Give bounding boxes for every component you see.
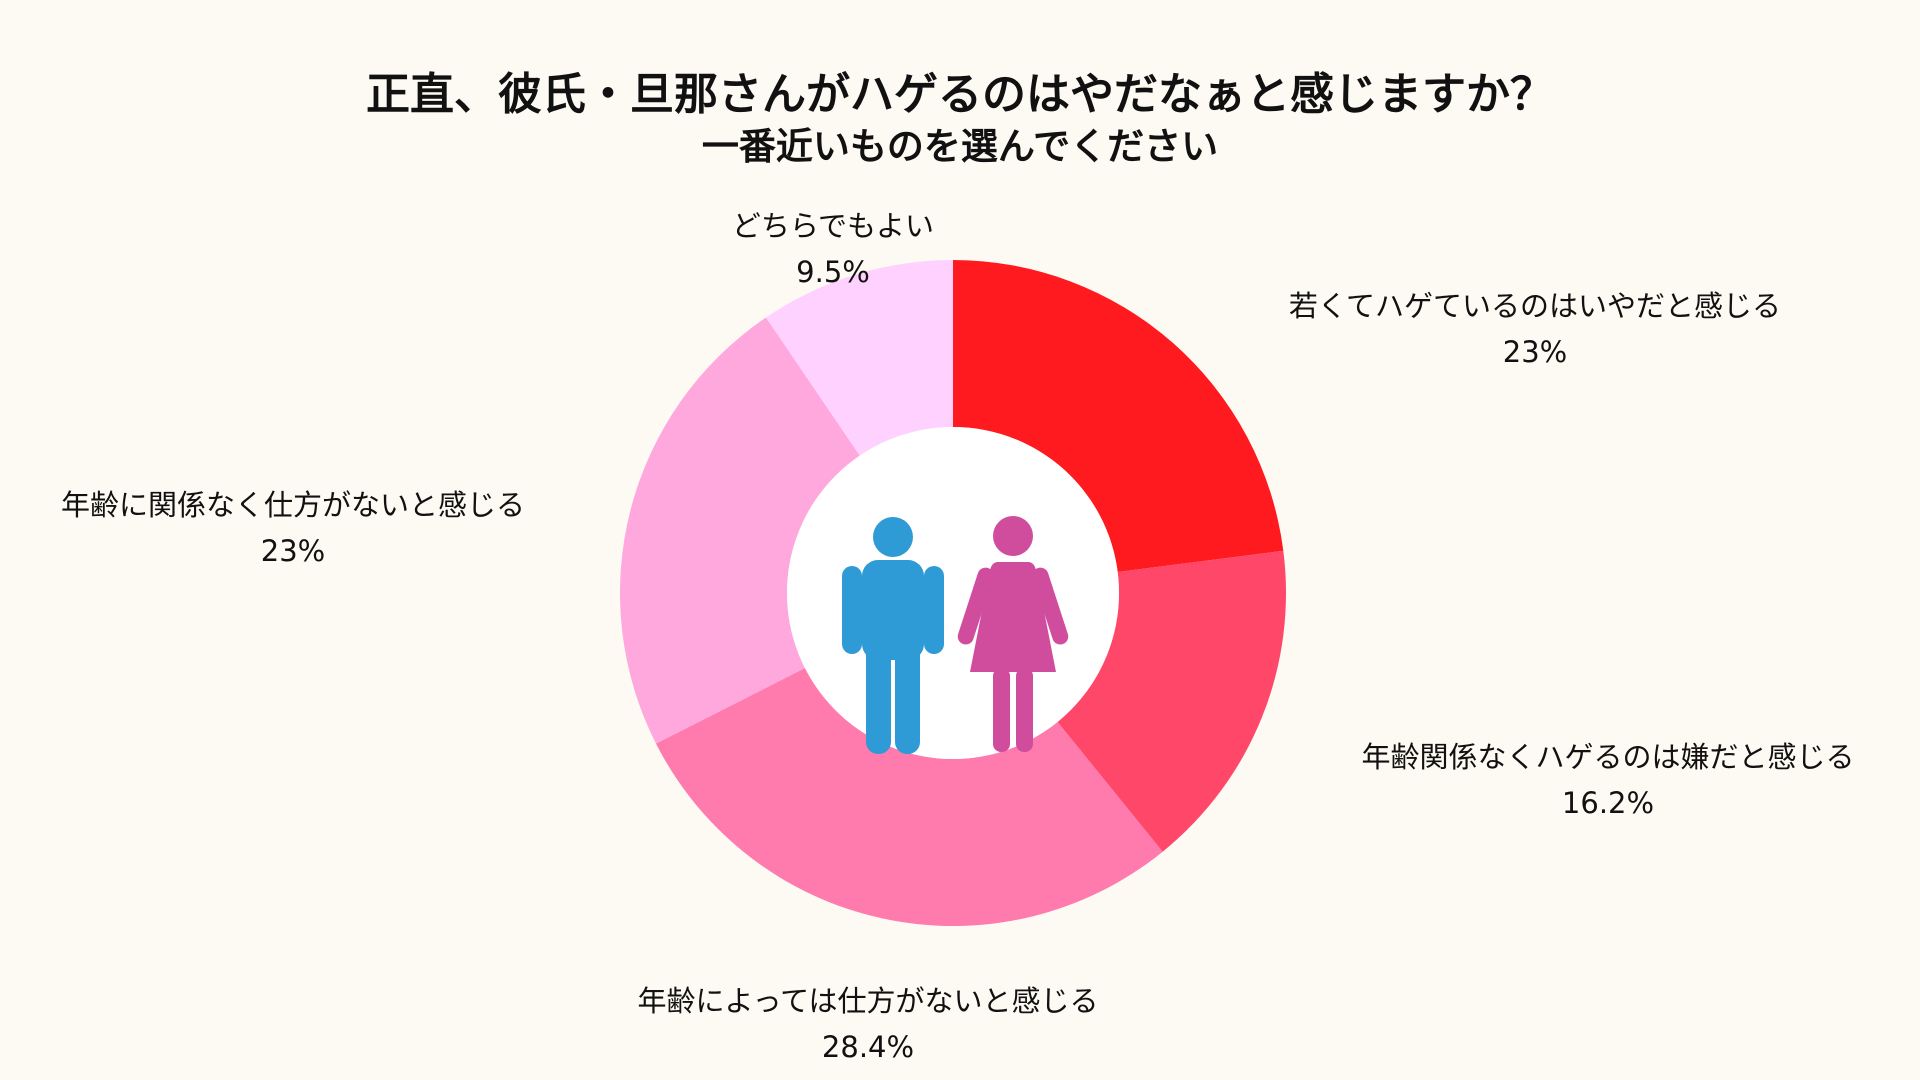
pie-slice-1	[1057, 550, 1286, 852]
pie-slice-3	[619, 317, 860, 744]
slice-label-text: 年齢関係なくハゲるのは嫌だと感じる	[1361, 740, 1855, 774]
slice-value-text: 23%	[1502, 335, 1568, 369]
slice-value-text: 28.4%	[821, 1030, 915, 1064]
slice-label-text: どちらでもよい	[731, 209, 935, 243]
chart-subtitle: 一番近いものを選んでください	[701, 125, 1219, 168]
slice-label-0: 若くてハゲているのはいやだと感じる 23%	[1289, 283, 1781, 375]
center-icons	[842, 516, 1069, 754]
slice-label-text: 年齢に関係なく仕方がないと感じる	[60, 488, 526, 522]
chart-title: 正直、彼氏・旦那さんがハゲるのはやだなぁと感じますか？	[366, 69, 1554, 120]
slice-label-2: 年齢によっては仕方がないと感じる 28.4%	[637, 978, 1098, 1070]
woman-icon	[957, 516, 1069, 752]
slice-value-text: 9.5%	[796, 255, 870, 289]
slice-label-text: 年齢によっては仕方がないと感じる	[637, 984, 1099, 1018]
man-icon	[842, 517, 944, 754]
pie-slice-0	[953, 260, 1284, 572]
slice-label-4: どちらでもよい 9.5%	[732, 203, 934, 295]
slice-label-text: 若くてハゲているのはいやだと感じる	[1288, 289, 1782, 323]
pie-slice-2	[655, 668, 1163, 926]
slice-value-text: 23%	[260, 534, 326, 568]
slice-value-text: 16.2%	[1561, 786, 1655, 820]
slice-label-3: 年齢に関係なく仕方がないと感じる 23%	[61, 482, 525, 574]
slice-label-1: 年齢関係なくハゲるのは嫌だと感じる 16.2%	[1361, 734, 1854, 826]
donut-hole	[787, 427, 1119, 759]
pie-slice-4	[765, 260, 953, 456]
